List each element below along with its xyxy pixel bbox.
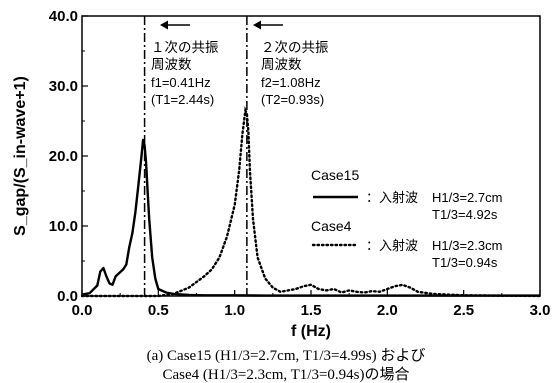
legend-case4-desc: ：入射波 <box>366 238 418 254</box>
arrow-left-2 <box>253 20 283 30</box>
legend-case4-label: Case4 <box>311 218 352 234</box>
x-tick-label: 3.0 <box>530 302 551 319</box>
arrow-left-1 <box>160 20 190 30</box>
caption-line-2: Case4 (H1/3=2.3cm, T1/3=0.94s)の場合 <box>162 366 409 383</box>
res1-T: (T1=2.44s) <box>151 92 214 107</box>
x-tick-label: 0.5 <box>148 302 169 319</box>
y-axis-label: S_gap/(S_in-wave+1) <box>12 76 29 236</box>
caption-line-1: (a) Case15 (H1/3=2.7cm, T1/3=4.99s) および <box>147 347 426 364</box>
res2-title: ２次の共振 <box>261 40 329 56</box>
res2-sub: 周波数 <box>261 57 302 73</box>
legend: Case15 ：入射波 H1/3=2.7cm T1/3=4.92s Case4 … <box>311 167 502 270</box>
y-tick-label: 10.0 <box>49 218 78 235</box>
y-tick-label: 30.0 <box>49 78 78 95</box>
x-tick-label: 2.0 <box>377 302 398 319</box>
x-axis-ticks: 0.0 0.5 1.0 1.5 2.0 2.5 3.0 <box>72 290 551 319</box>
y-tick-label: 20.0 <box>49 148 78 165</box>
series-line-case4 <box>80 105 542 298</box>
res1-title: １次の共振 <box>151 40 219 56</box>
legend-case15-H: H1/3=2.7cm <box>432 190 502 205</box>
x-tick-label: 2.5 <box>453 302 474 319</box>
legend-case4-H: H1/3=2.3cm <box>432 238 502 253</box>
series-line-case15 <box>81 138 540 297</box>
res2-f: f2=1.08Hz <box>261 75 321 90</box>
res1-sub: 周波数 <box>151 57 192 73</box>
y-axis-ticks: 0.0 10.0 20.0 30.0 40.0 <box>49 8 88 305</box>
y-tick-label: 0.0 <box>57 288 78 305</box>
legend-case15-T: T1/3=4.92s <box>432 207 498 222</box>
legend-case15-desc: ：入射波 <box>366 190 418 206</box>
res1-f: f1=0.41Hz <box>151 75 211 90</box>
legend-case4-T: T1/3=0.94s <box>432 255 498 270</box>
legend-case15-label: Case15 <box>311 167 359 183</box>
x-tick-label: 1.0 <box>224 302 245 319</box>
x-tick-label: 0.0 <box>72 302 93 319</box>
x-tick-label: 1.5 <box>301 302 322 319</box>
x-axis-label: f (Hz) <box>291 323 331 340</box>
res2-T: (T2=0.93s) <box>261 92 324 107</box>
y-tick-label: 40.0 <box>49 8 78 25</box>
